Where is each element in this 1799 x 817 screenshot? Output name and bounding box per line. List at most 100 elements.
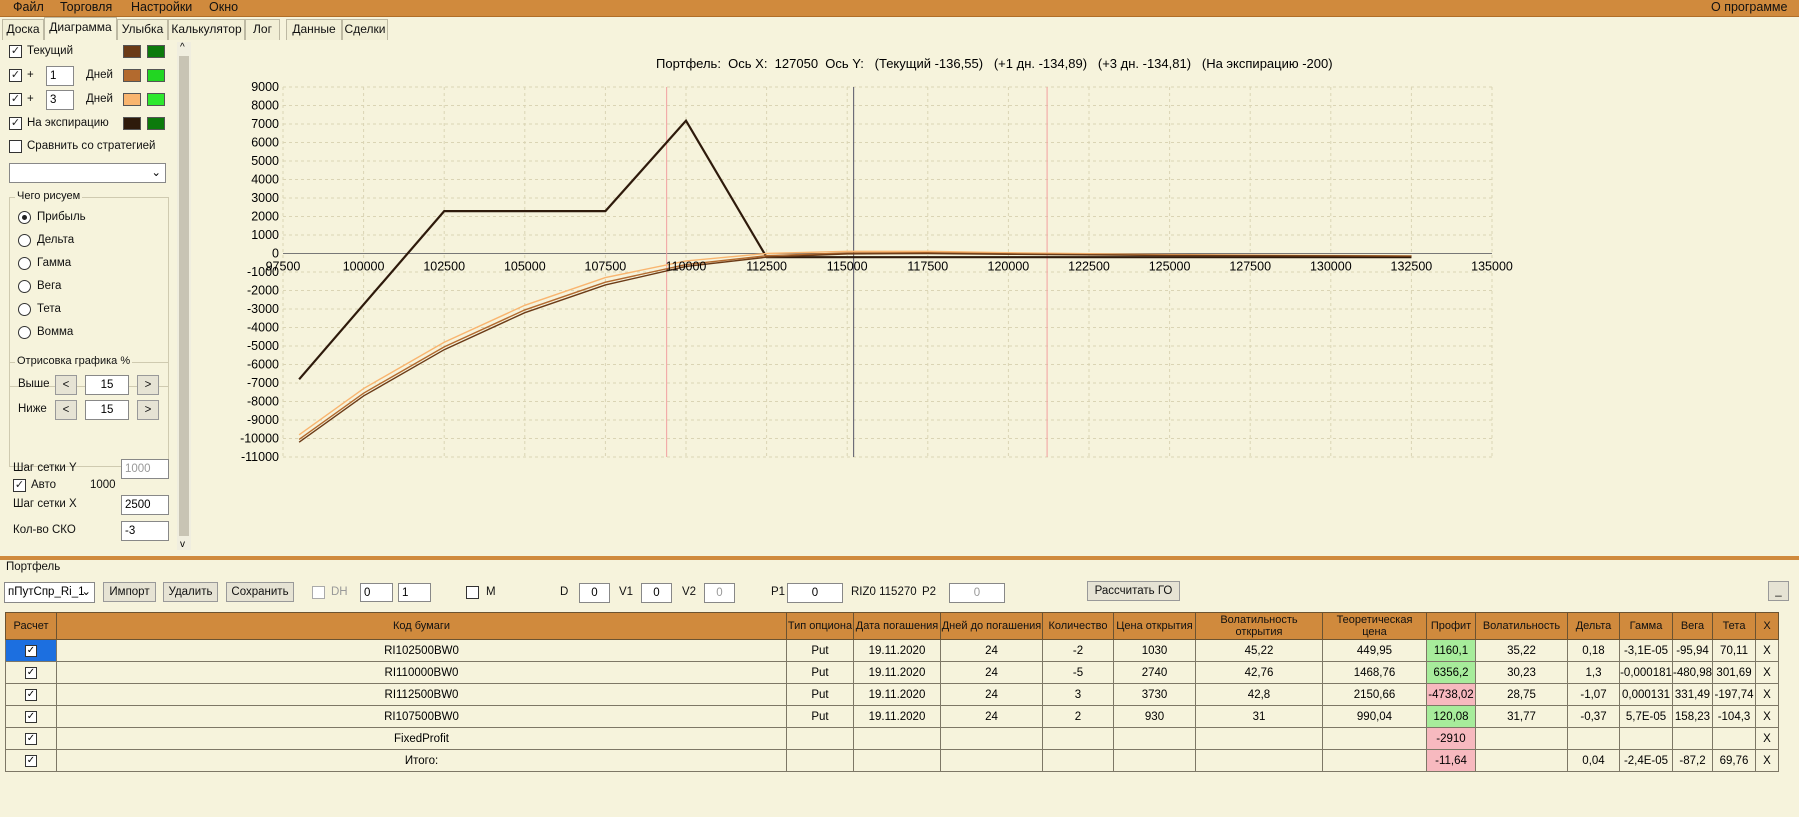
col-header[interactable]: Дельта [1567, 612, 1620, 640]
expiry-checkbox[interactable]: ✓ [9, 117, 22, 130]
col-header[interactable]: Волатильность [1475, 612, 1568, 640]
d3-color2-swatch[interactable] [147, 93, 165, 106]
save-button[interactable]: Сохранить [226, 582, 294, 602]
table-row[interactable]: ✓ RI110000BW0 Put 19.11.2020 24 -5 2740 42,76 14… [5, 661, 1780, 684]
radio-profit[interactable] [18, 211, 31, 224]
calc-cell[interactable]: ✓ [5, 683, 57, 706]
remove-row-button[interactable]: X [1755, 727, 1780, 750]
calc-cell[interactable]: ✓ [5, 661, 57, 684]
expiry-color2-swatch[interactable] [147, 117, 165, 130]
expiry-color-swatch[interactable] [123, 117, 141, 130]
scroll-thumb[interactable] [179, 56, 189, 536]
tab-calculator[interactable]: Калькулятор [168, 19, 245, 40]
tab-diagram[interactable]: Диаграмма [44, 17, 117, 40]
menu-window[interactable]: Окно [209, 0, 239, 14]
calc-cell[interactable]: ✓ [5, 705, 57, 728]
table-row[interactable]: ✓ RI107500BW0 Put 19.11.2020 24 2 930 31 990,04 1… [5, 705, 1780, 728]
col-header[interactable]: Тип опциона [786, 612, 854, 640]
radio-theta[interactable] [18, 303, 31, 316]
table-row[interactable]: ✓ RI102500BW0 Put 19.11.2020 24 -2 1030 45,22 44… [5, 639, 1780, 662]
below-increase-button[interactable]: > [137, 400, 159, 420]
table-row[interactable]: ✓ FixedProfit -2910 X [5, 727, 1780, 750]
remove-row-button[interactable]: X [1755, 749, 1780, 772]
d3-checkbox[interactable]: ✓ [9, 93, 22, 106]
col-header[interactable]: Дата погашения [853, 612, 941, 640]
calc-checkbox[interactable]: ✓ [25, 711, 37, 723]
col-header[interactable]: Вега [1671, 612, 1714, 640]
tab-deals[interactable]: Сделки [342, 19, 388, 40]
calc-checkbox[interactable]: ✓ [25, 667, 37, 679]
d-input[interactable]: 0 [579, 583, 610, 603]
col-header[interactable]: Цена открытия [1113, 612, 1196, 640]
gridx-input[interactable]: 2500 [121, 495, 169, 515]
col-header[interactable]: X [1755, 612, 1780, 640]
below-input[interactable]: 15 [85, 400, 129, 420]
calc-cell[interactable]: ✓ [5, 749, 57, 772]
col-header[interactable]: Тета [1712, 612, 1757, 640]
menu-trade[interactable]: Торговля [60, 0, 113, 14]
calc-cell[interactable]: ✓ [5, 727, 57, 750]
above-input[interactable]: 15 [85, 375, 129, 395]
tab-data[interactable]: Данные [286, 19, 342, 40]
menu-about[interactable]: О программе [1711, 0, 1788, 14]
radio-vomma[interactable] [18, 326, 31, 339]
table-row[interactable]: ✓ Итого: -11,64 0,04 -2,4E-05 -87,2 69,76 X [5, 749, 1780, 772]
chevron-down-icon[interactable]: v [180, 539, 185, 550]
d1-days-input[interactable]: 1 [46, 66, 74, 86]
calc-checkbox[interactable]: ✓ [25, 733, 37, 745]
calc-checkbox[interactable]: ✓ [25, 645, 37, 657]
chevron-up-icon[interactable]: ^ [180, 42, 185, 53]
d3-color-swatch[interactable] [123, 93, 141, 106]
tab-smile[interactable]: Улыбка [117, 19, 168, 40]
col-header[interactable]: Гамма [1619, 612, 1673, 640]
radio-delta[interactable] [18, 234, 31, 247]
col-header[interactable]: Дней до погашения [940, 612, 1043, 640]
m-checkbox[interactable] [466, 586, 479, 599]
p2-input[interactable]: 0 [949, 583, 1005, 603]
radio-vega[interactable] [18, 280, 31, 293]
radio-gamma[interactable] [18, 257, 31, 270]
calc-checkbox[interactable]: ✓ [25, 755, 37, 767]
d1-checkbox[interactable]: ✓ [9, 69, 22, 82]
above-decrease-button[interactable]: < [55, 375, 77, 395]
settings-scrollbar[interactable]: ^ v [177, 42, 191, 550]
calc-cell[interactable]: ✓ [5, 639, 57, 662]
col-header[interactable]: Расчет [5, 612, 57, 640]
above-increase-button[interactable]: > [137, 375, 159, 395]
panel-splitter[interactable] [0, 556, 1799, 560]
menu-settings[interactable]: Настройки [131, 0, 193, 14]
spinner-2[interactable]: 1 [398, 583, 431, 602]
menu-file[interactable]: Файл [13, 0, 44, 14]
current-color-swatch[interactable] [123, 45, 141, 58]
current-color2-swatch[interactable] [147, 45, 165, 58]
d1-color-swatch[interactable] [123, 69, 141, 82]
table-row[interactable]: ✓ RI112500BW0 Put 19.11.2020 24 3 3730 42,8 2150… [5, 683, 1780, 706]
remove-row-button[interactable]: X [1755, 705, 1780, 728]
import-button[interactable]: Импорт [103, 582, 156, 602]
minimize-button[interactable]: _ [1768, 581, 1789, 601]
col-header[interactable]: Количество [1042, 612, 1114, 640]
col-header[interactable]: Волатильность открытия [1195, 612, 1323, 640]
payoff-chart[interactable]: 97500 100000 102500 105000 107500 110000 11250… [193, 80, 1799, 550]
sko-input[interactable]: -3 [121, 521, 169, 541]
delete-button[interactable]: Удалить [163, 582, 218, 602]
col-header[interactable]: Профит [1426, 612, 1476, 640]
d3-days-input[interactable]: 3 [46, 90, 74, 110]
calc-go-button[interactable]: Рассчитать ГО [1087, 581, 1180, 601]
dh-checkbox[interactable] [312, 586, 325, 599]
spinner-1[interactable]: 0 [360, 583, 393, 602]
calc-checkbox[interactable]: ✓ [25, 689, 37, 701]
col-header[interactable]: Теоретическая цена [1322, 612, 1427, 640]
below-decrease-button[interactable]: < [55, 400, 77, 420]
auto-checkbox[interactable]: ✓ [13, 479, 26, 492]
tab-board[interactable]: Доска [2, 19, 44, 40]
gridy-input[interactable]: 1000 [121, 459, 169, 479]
remove-row-button[interactable]: X [1755, 683, 1780, 706]
v1-input[interactable]: 0 [641, 583, 672, 603]
v2-input[interactable]: 0 [704, 583, 735, 603]
portfolio-select[interactable]: пПутСпр_Ri_1 ⌄ [4, 582, 95, 603]
strategy-select[interactable]: ⌄ [9, 163, 166, 183]
tab-log[interactable]: Лог [245, 19, 280, 40]
p1-input[interactable]: 0 [787, 583, 843, 603]
d1-color2-swatch[interactable] [147, 69, 165, 82]
